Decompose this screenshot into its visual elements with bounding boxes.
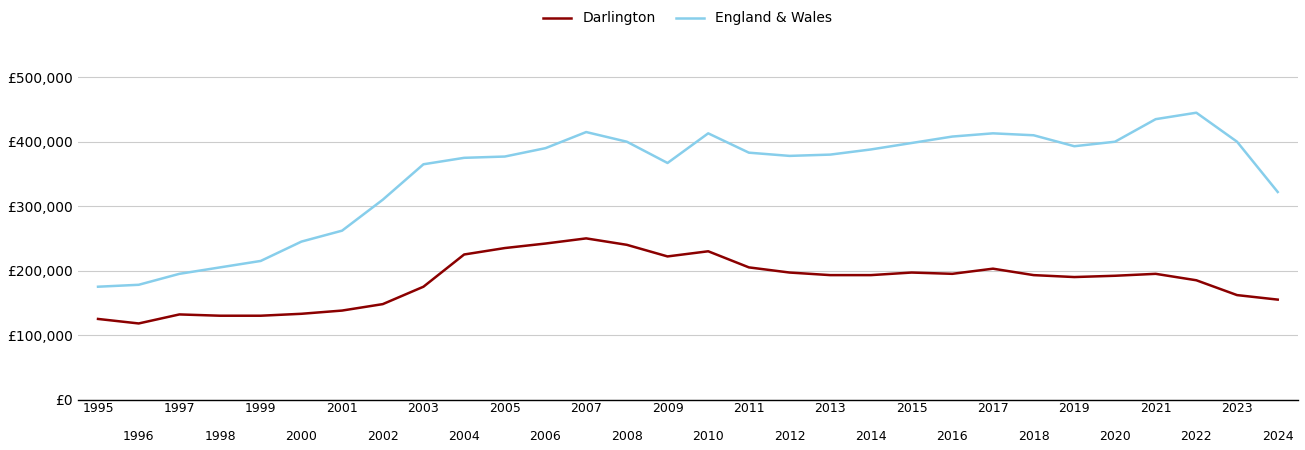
Darlington xyxy=(1026,272,1041,278)
Darlington xyxy=(1229,292,1245,298)
Text: 2004: 2004 xyxy=(448,430,480,443)
Darlington xyxy=(457,252,472,257)
Darlington xyxy=(538,241,553,246)
Text: 2018: 2018 xyxy=(1018,430,1049,443)
England & Wales xyxy=(213,265,228,270)
England & Wales xyxy=(538,145,553,151)
Legend: Darlington, England & Wales: Darlington, England & Wales xyxy=(538,6,838,31)
Darlington xyxy=(497,245,513,251)
England & Wales xyxy=(1270,189,1285,195)
England & Wales xyxy=(701,130,716,136)
Darlington xyxy=(1148,271,1164,277)
Text: 2020: 2020 xyxy=(1099,430,1131,443)
Darlington xyxy=(782,270,797,275)
Darlington xyxy=(90,316,106,322)
England & Wales xyxy=(1189,110,1205,115)
Text: 2008: 2008 xyxy=(611,430,643,443)
England & Wales xyxy=(415,162,431,167)
England & Wales xyxy=(822,152,838,158)
England & Wales xyxy=(619,139,634,144)
England & Wales xyxy=(171,271,187,277)
Darlington xyxy=(741,265,757,270)
Darlington xyxy=(334,308,350,313)
England & Wales xyxy=(90,284,106,289)
England & Wales xyxy=(1148,117,1164,122)
Text: 1998: 1998 xyxy=(205,430,236,443)
England & Wales xyxy=(334,228,350,234)
Text: 2022: 2022 xyxy=(1181,430,1212,443)
Darlington xyxy=(1189,278,1205,283)
England & Wales xyxy=(497,154,513,159)
England & Wales xyxy=(863,147,878,152)
Text: 2006: 2006 xyxy=(530,430,561,443)
England & Wales xyxy=(578,129,594,135)
England & Wales xyxy=(1026,133,1041,138)
England & Wales xyxy=(782,153,797,158)
Line: England & Wales: England & Wales xyxy=(98,112,1278,287)
England & Wales xyxy=(985,130,1001,136)
Darlington xyxy=(985,266,1001,271)
Darlington xyxy=(660,254,676,259)
Darlington xyxy=(1066,274,1082,280)
Text: 2002: 2002 xyxy=(367,430,398,443)
Line: Darlington: Darlington xyxy=(98,238,1278,324)
Text: 2000: 2000 xyxy=(286,430,317,443)
Darlington xyxy=(415,284,431,289)
England & Wales xyxy=(904,140,920,146)
England & Wales xyxy=(375,197,390,202)
Darlington xyxy=(945,271,960,277)
Text: 2014: 2014 xyxy=(855,430,886,443)
England & Wales xyxy=(945,134,960,139)
Darlington xyxy=(213,313,228,319)
Darlington xyxy=(294,311,309,316)
Darlington xyxy=(375,302,390,307)
Text: 2012: 2012 xyxy=(774,430,805,443)
Text: 2024: 2024 xyxy=(1262,430,1293,443)
Darlington xyxy=(130,321,146,326)
England & Wales xyxy=(1229,139,1245,144)
Darlington xyxy=(619,242,634,248)
Text: 1996: 1996 xyxy=(123,430,154,443)
England & Wales xyxy=(253,258,269,264)
England & Wales xyxy=(741,150,757,155)
Darlington xyxy=(822,272,838,278)
Text: 2016: 2016 xyxy=(937,430,968,443)
England & Wales xyxy=(130,282,146,288)
Darlington xyxy=(701,248,716,254)
Darlington xyxy=(1107,273,1122,279)
Darlington xyxy=(171,312,187,317)
Darlington xyxy=(1270,297,1285,302)
England & Wales xyxy=(457,155,472,161)
England & Wales xyxy=(660,160,676,166)
England & Wales xyxy=(294,239,309,244)
England & Wales xyxy=(1107,139,1122,144)
Darlington xyxy=(863,272,878,278)
England & Wales xyxy=(1066,144,1082,149)
Darlington xyxy=(578,236,594,241)
Darlington xyxy=(253,313,269,319)
Darlington xyxy=(904,270,920,275)
Text: 2010: 2010 xyxy=(693,430,724,443)
